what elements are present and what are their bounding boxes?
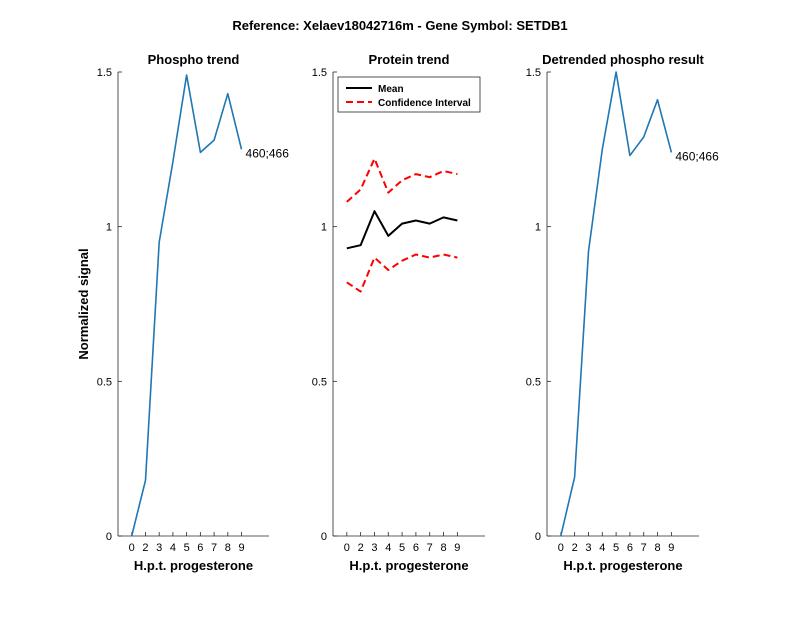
x-axis-label: H.p.t. progesterone [349, 558, 468, 573]
y-tick-label: 0.5 [97, 376, 112, 388]
x-tick-label: 3 [371, 542, 377, 554]
x-tick-label: 2 [358, 542, 364, 554]
y-tick-label: 0.5 [312, 376, 327, 388]
y-tick-label: 0.5 [526, 376, 541, 388]
series-line-2 [346, 253, 458, 293]
x-axis-label: H.p.t. progesterone [134, 558, 253, 573]
x-tick-label: 8 [440, 542, 446, 554]
x-tick-label: 9 [668, 542, 674, 554]
series-line-0 [560, 71, 673, 537]
x-tick-label: 0 [558, 542, 564, 554]
x-tick-label: 6 [413, 542, 419, 554]
x-tick-label: 2 [142, 542, 148, 554]
chart-title: Phospho trend [148, 52, 240, 67]
x-tick-label: 0 [344, 542, 350, 554]
y-tick-label: 0 [106, 531, 112, 543]
x-tick-label: 4 [599, 542, 605, 554]
y-tick-label: 1 [106, 222, 112, 234]
legend-label: Mean [378, 84, 404, 95]
x-tick-label: 3 [585, 542, 591, 554]
y-tick-label: 0 [535, 531, 541, 543]
series-line-0 [346, 210, 458, 250]
x-tick-label: 6 [627, 542, 633, 554]
x-tick-label: 8 [654, 542, 660, 554]
x-tick-label: 4 [170, 542, 176, 554]
y-tick-label: 0 [321, 531, 327, 543]
chart-title: Detrended phospho result [542, 52, 704, 67]
x-tick-label: 6 [197, 542, 203, 554]
y-axis-label: Normalized signal [76, 248, 91, 359]
series-end-label: 460;466 [246, 146, 290, 160]
x-tick-label: 8 [225, 542, 231, 554]
x-tick-label: 4 [385, 542, 391, 554]
x-tick-label: 9 [238, 542, 244, 554]
series-line-1 [346, 157, 458, 203]
x-tick-label: 2 [572, 542, 578, 554]
x-tick-label: 7 [211, 542, 217, 554]
x-axis-label: H.p.t. progesterone [563, 558, 682, 573]
x-tick-label: 3 [156, 542, 162, 554]
chart-title: Protein trend [369, 52, 450, 67]
series-end-label: 460;466 [675, 149, 719, 163]
y-tick-label: 1.5 [312, 67, 327, 79]
x-tick-label: 5 [613, 542, 619, 554]
legend-label: Confidence Interval [378, 98, 471, 109]
series-line-0 [130, 74, 243, 537]
x-tick-label: 7 [427, 542, 433, 554]
x-tick-label: 7 [641, 542, 647, 554]
x-tick-label: 5 [184, 542, 190, 554]
y-tick-label: 1.5 [97, 67, 112, 79]
y-tick-label: 1 [535, 222, 541, 234]
y-tick-label: 1 [321, 222, 327, 234]
x-tick-label: 0 [129, 542, 135, 554]
legend-box [337, 76, 481, 113]
y-tick-label: 1.5 [526, 67, 541, 79]
x-tick-label: 9 [454, 542, 460, 554]
x-tick-label: 5 [399, 542, 405, 554]
figure-suptitle: Reference: Xelaev18042716m - Gene Symbol… [232, 18, 567, 33]
